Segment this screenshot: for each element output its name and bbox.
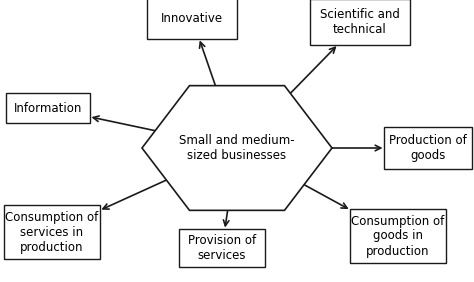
Polygon shape [142,86,332,210]
FancyBboxPatch shape [179,229,265,267]
Text: Provision of
services: Provision of services [188,234,256,262]
FancyBboxPatch shape [310,0,410,45]
FancyBboxPatch shape [384,127,472,169]
FancyBboxPatch shape [350,209,446,263]
FancyBboxPatch shape [6,93,90,123]
FancyBboxPatch shape [4,205,100,259]
Text: Small and medium-
sized businesses: Small and medium- sized businesses [179,134,295,162]
Text: Innovative: Innovative [161,12,223,25]
Text: Information: Information [14,102,82,114]
Text: Production of
goods: Production of goods [389,134,467,162]
Text: Scientific and
technical: Scientific and technical [320,8,400,36]
FancyBboxPatch shape [147,0,237,39]
Text: Consumption of
services in
production: Consumption of services in production [5,210,99,254]
Text: Consumption of
goods in
production: Consumption of goods in production [351,215,445,257]
